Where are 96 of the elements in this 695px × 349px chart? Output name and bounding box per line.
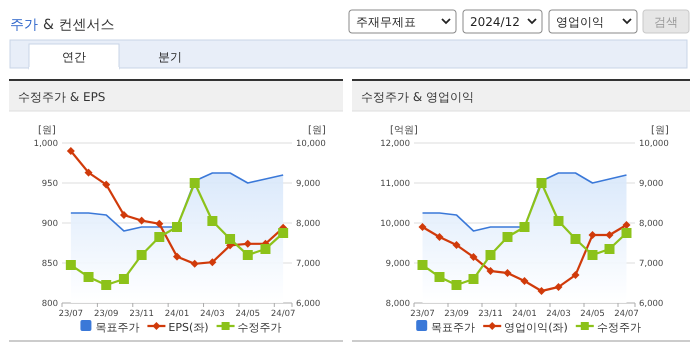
point [242, 250, 253, 260]
y2-axis-title: [원] [308, 125, 326, 136]
point [554, 216, 564, 226]
point [572, 271, 580, 279]
y2-tick-label: 10,000 [296, 139, 326, 149]
point [84, 168, 93, 177]
legend-label: 수정주가 [238, 321, 282, 334]
y-tick-label: 9,000 [386, 259, 410, 269]
y2-tick-label: 8,000 [639, 219, 664, 229]
point [434, 272, 444, 282]
y2-tick-label: 6,000 [639, 299, 664, 309]
x-tick-label: 24/01 [164, 309, 190, 319]
y2-tick-label: 8,000 [296, 219, 320, 229]
point [436, 233, 444, 241]
point [190, 260, 199, 268]
point [136, 250, 147, 260]
y-tick-label: 1,000 [34, 139, 58, 149]
point [154, 232, 164, 242]
point [66, 260, 76, 270]
y-axis-title: [억원] [390, 125, 418, 136]
x-tick-label: 23/11 [129, 309, 154, 319]
point [138, 216, 146, 225]
point [486, 250, 496, 260]
point [207, 216, 218, 226]
y2-tick-label: 9,000 [639, 179, 664, 189]
point [173, 252, 181, 261]
x-tick-label: 23/09 [444, 309, 469, 319]
point [101, 280, 112, 290]
y-tick-label: 11,000 [380, 179, 410, 189]
x-tick-label: 23/11 [478, 309, 503, 319]
point [418, 260, 428, 270]
x-tick-label: 24/03 [200, 309, 225, 319]
x-tick-label: 23/07 [410, 309, 435, 319]
y-axis-title: [원] [38, 125, 56, 136]
y2-tick-label: 7,000 [296, 259, 320, 269]
legend-label: 수정주가 [596, 321, 641, 334]
point [155, 220, 164, 228]
y-tick-label: 850 [42, 259, 58, 269]
y-tick-label: 8,000 [386, 299, 410, 309]
point [468, 274, 478, 284]
x-tick-label: 23/07 [58, 309, 84, 319]
x-tick-label: 24/01 [512, 309, 537, 319]
point [418, 223, 426, 231]
point [244, 240, 252, 248]
point [622, 221, 630, 229]
legend-label: EPS(좌) [168, 321, 209, 334]
point [538, 287, 546, 295]
legend-label: 영업이익(좌) [504, 321, 568, 334]
x-tick-label: 24/05 [580, 309, 605, 319]
page-header: 주가 & 컨센서스 주재무제표 2024/12 영업이익 검색 연간 분기 [10, 10, 690, 70]
x-tick-label: 24/05 [236, 309, 260, 319]
y2-axis-title: [원] [651, 125, 669, 136]
point [554, 283, 562, 291]
point [502, 232, 512, 242]
y-tick-label: 10,000 [380, 219, 410, 229]
point [278, 228, 288, 238]
point [470, 253, 478, 261]
chart-title: 수정주가 & 영업이익 [361, 90, 474, 104]
point [120, 211, 128, 219]
point [84, 272, 94, 282]
y2-tick-label: 7,000 [639, 259, 664, 269]
point [190, 178, 200, 188]
point [172, 222, 182, 232]
y-tick-label: 800 [42, 299, 58, 309]
point [604, 244, 614, 254]
y2-tick-label: 10,000 [639, 139, 669, 149]
y2-tick-label: 6,000 [296, 299, 320, 309]
x-tick-label: 24/03 [546, 309, 571, 319]
point [66, 147, 75, 155]
chart-title: 수정주가 & EPS [18, 90, 106, 104]
point [622, 228, 632, 238]
point [606, 231, 614, 239]
point [520, 277, 528, 285]
y-tick-label: 950 [42, 179, 58, 189]
point [588, 250, 598, 260]
x-tick-label: 24/07 [614, 309, 639, 319]
legend-label: 목표주가 [431, 321, 476, 334]
point [118, 274, 129, 284]
point [486, 267, 494, 275]
point [260, 244, 270, 254]
point [208, 258, 216, 266]
point [588, 231, 596, 239]
legend-label: 목표주가 [95, 321, 140, 334]
point [102, 180, 110, 189]
x-tick-label: 23/09 [94, 309, 118, 319]
point [570, 234, 580, 244]
point [504, 269, 512, 277]
y2-tick-label: 9,000 [296, 179, 320, 189]
point [452, 280, 462, 290]
point [452, 241, 460, 249]
y-tick-label: 900 [42, 219, 58, 229]
point [536, 178, 546, 188]
x-tick-label: 24/07 [270, 309, 296, 319]
point [225, 234, 236, 244]
point [520, 222, 530, 232]
y-tick-label: 12,000 [380, 139, 410, 149]
